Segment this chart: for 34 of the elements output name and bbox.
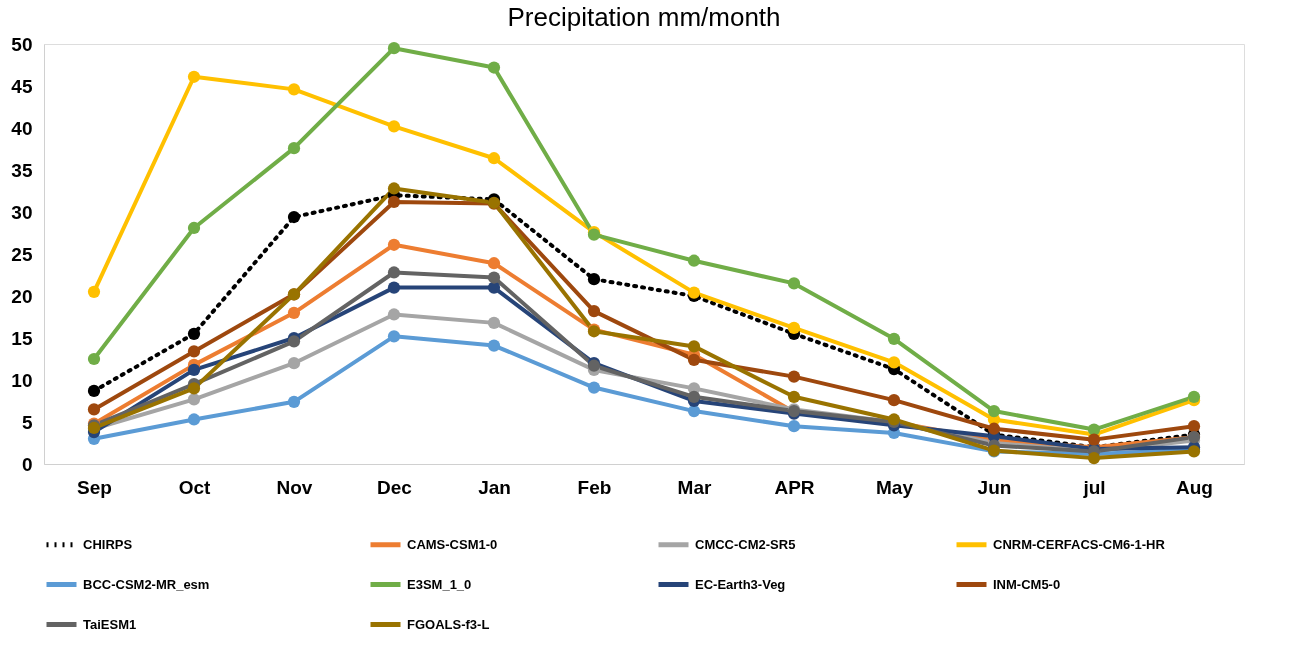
legend-label: BCC-CSM2-MR_esm bbox=[83, 576, 210, 592]
legend-label: EC-Earth3-Veg bbox=[695, 576, 786, 592]
legend-label: E3SM_1_0 bbox=[407, 576, 472, 592]
y-tick-label: 30 bbox=[11, 201, 33, 223]
chart-title: Precipitation mm/month bbox=[507, 2, 781, 32]
legend-label: INM-CM5-0 bbox=[993, 576, 1061, 592]
y-tick-label: 15 bbox=[11, 327, 33, 349]
x-tick-label: Feb bbox=[577, 476, 612, 498]
y-tick-label: 45 bbox=[11, 75, 33, 97]
x-tick-label: Mar bbox=[677, 476, 712, 498]
legend-label: TaiESM1 bbox=[83, 616, 137, 632]
y-tick-label: 0 bbox=[21, 453, 33, 475]
y-tick-label: 5 bbox=[21, 411, 33, 433]
legend-label: CAMS-CSM1-0 bbox=[407, 536, 498, 552]
x-tick-label: Jun bbox=[977, 476, 1012, 498]
x-tick-label: jul bbox=[1082, 476, 1106, 498]
x-tick-label: Dec bbox=[377, 476, 413, 498]
x-tick-label: Jan bbox=[478, 476, 511, 498]
x-tick-label: Oct bbox=[178, 476, 211, 498]
x-tick-label: May bbox=[876, 476, 914, 498]
y-tick-label: 35 bbox=[11, 159, 33, 181]
x-tick-label: Nov bbox=[276, 476, 313, 498]
legend-label: FGOALS-f3-L bbox=[407, 616, 490, 632]
y-tick-label: 25 bbox=[11, 243, 33, 265]
y-tick-label: 10 bbox=[11, 369, 33, 391]
y-tick-label: 20 bbox=[11, 285, 33, 307]
x-tick-label: APR bbox=[774, 476, 815, 498]
legend-label: CMCC-CM2-SR5 bbox=[695, 536, 796, 552]
y-tick-label: 50 bbox=[11, 33, 33, 55]
legend-label: CNRM-CERFACS-CM6-1-HR bbox=[993, 536, 1166, 552]
y-tick-label: 40 bbox=[11, 117, 33, 139]
legend-label: CHIRPS bbox=[83, 536, 133, 552]
x-tick-label: Aug bbox=[1176, 476, 1213, 498]
x-tick-label: Sep bbox=[77, 476, 112, 498]
